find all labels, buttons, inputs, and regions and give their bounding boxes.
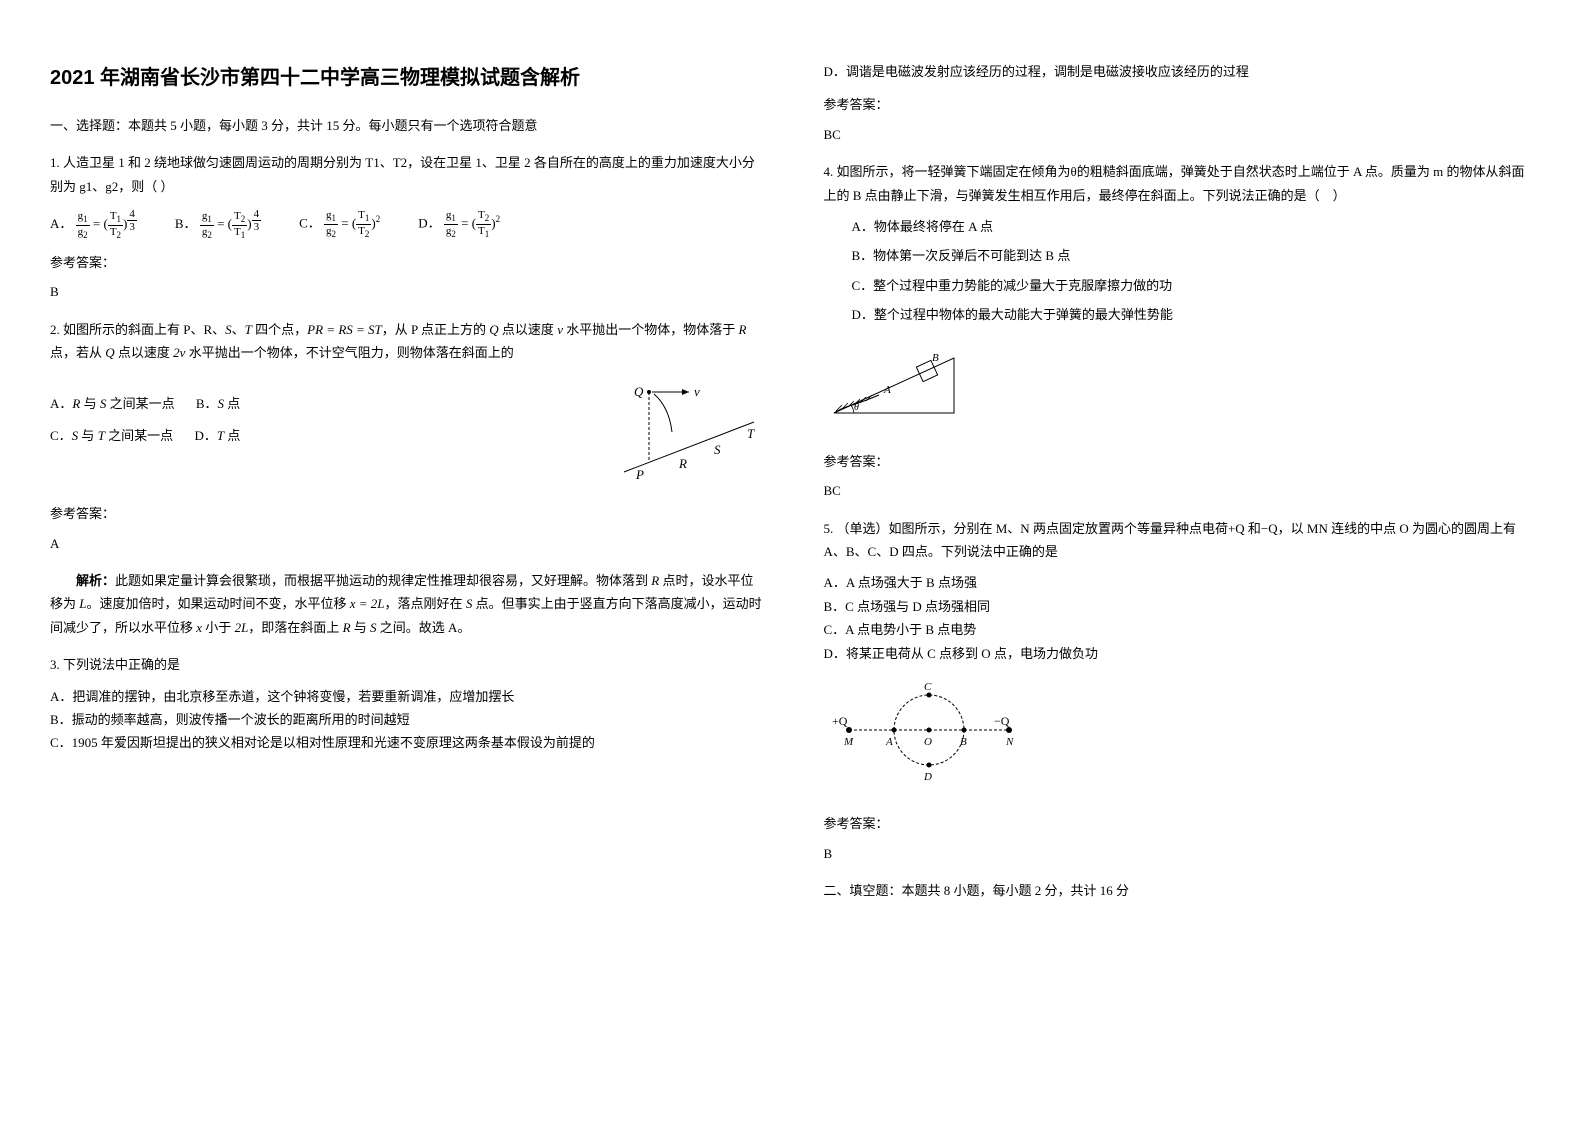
question-4: 4. 如图所示，将一轻弹簧下端固定在倾角为θ的粗糙斜面底端，弹簧处于自然状态时上…	[824, 160, 1538, 503]
q4-optD: D．整个过程中物体的最大动能大于弹簧的最大弹性势能	[852, 303, 1538, 326]
section1-header: 一、选择题：本题共 5 小题，每小题 3 分，共计 15 分。每小题只有一个选项…	[50, 114, 764, 137]
q5-text: 5. （单选）如图所示，分别在 M、N 两点固定放置两个等量异种点电荷+Q 和−…	[824, 517, 1538, 564]
q4-diagram: A B θ	[824, 343, 964, 423]
q2-explain-label: 解析：	[76, 573, 115, 588]
svg-text:−Q: −Q	[994, 714, 1010, 728]
svg-text:S: S	[714, 442, 721, 457]
q1-optC: C． g1g2 = (T1T2)2	[299, 209, 380, 240]
q3-answer: BC	[824, 123, 1538, 146]
svg-text:A: A	[883, 384, 891, 396]
q2-row2: C．S 与 T 之间某一点 D．T 点	[50, 424, 614, 447]
q2-options-left: A．R 与 S 之间某一点 B．S 点 C．S 与 T 之间某一点 D．T 点	[50, 372, 614, 461]
q2-options-wrap: A．R 与 S 之间某一点 B．S 点 C．S 与 T 之间某一点 D．T 点 …	[50, 372, 764, 492]
q3-optD: D．调谐是电磁波发射应该经历的过程，调制是电磁波接收应该经历的过程	[824, 60, 1538, 83]
svg-text:B: B	[932, 352, 939, 364]
svg-text:M: M	[843, 736, 854, 748]
q1-optD-prefix: D．	[418, 215, 440, 230]
q3-optA: A．把调准的摆钟，由北京移至赤道，这个钟将变慢，若要重新调准，应增加摆长	[50, 685, 764, 708]
q2-optA: A．R 与 S 之间某一点	[50, 392, 175, 415]
q4-answer: BC	[824, 479, 1538, 502]
question-1: 1. 人造卫星 1 和 2 绕地球做匀速圆周运动的周期分别为 T1、T2，设在卫…	[50, 151, 764, 303]
svg-text:D: D	[923, 771, 932, 783]
q2-answer: A	[50, 532, 764, 555]
left-column: 2021 年湖南省长沙市第四十二中学高三物理模拟试题含解析 一、选择题：本题共 …	[0, 0, 794, 1122]
svg-text:+Q: +Q	[832, 714, 848, 728]
svg-text:R: R	[678, 456, 687, 471]
svg-text:B: B	[960, 736, 967, 748]
right-column: D．调谐是电磁波发射应该经历的过程，调制是电磁波接收应该经历的过程 参考答案： …	[794, 0, 1587, 1122]
q1-optB-prefix: B．	[175, 216, 197, 231]
q3-text: 3. 下列说法中正确的是	[50, 653, 764, 676]
svg-text:C: C	[924, 681, 932, 693]
q3-optB: B．振动的频率越高，则波传播一个波长的距离所用的时间越短	[50, 708, 764, 731]
q2-row1: A．R 与 S 之间某一点 B．S 点	[50, 392, 614, 415]
question-5: 5. （单选）如图所示，分别在 M、N 两点固定放置两个等量异种点电荷+Q 和−…	[824, 517, 1538, 866]
q1-optA: A． g1g2 = (T1T2)43	[50, 208, 137, 241]
question-2: 2. 如图所示的斜面上有 P、R、S、T 四个点，PR = RS = ST，从 …	[50, 318, 764, 640]
q1-optA-prefix: A．	[50, 216, 72, 231]
svg-text:T: T	[747, 426, 755, 441]
q1-options: A． g1g2 = (T1T2)43 B． g1g2 = (T2T1)43 C．…	[50, 208, 764, 241]
q2-diagram: Q v P R S T	[614, 382, 764, 482]
q5-optB: B．C 点场强与 D 点场强相同	[824, 595, 1538, 618]
q5-answer: B	[824, 842, 1538, 865]
q4-optB: B．物体第一次反弹后不可能到达 B 点	[852, 244, 1538, 267]
q2-optB: B．S 点	[196, 392, 240, 415]
question-3: 3. 下列说法中正确的是 A．把调准的摆钟，由北京移至赤道，这个钟将变慢，若要重…	[50, 653, 764, 755]
q5-optA: A．A 点场强大于 B 点场强	[824, 571, 1538, 594]
svg-text:Q: Q	[634, 384, 644, 399]
svg-text:θ: θ	[854, 402, 859, 413]
q4-answer-label: 参考答案：	[824, 450, 1538, 473]
q1-text: 1. 人造卫星 1 和 2 绕地球做匀速圆周运动的周期分别为 T1、T2，设在卫…	[50, 151, 764, 198]
q1-optC-prefix: C．	[299, 215, 321, 230]
q1-optD: D． g1g2 = (T2T1)2	[418, 209, 500, 240]
q3-answer-label: 参考答案：	[824, 93, 1538, 116]
q1-answer: B	[50, 280, 764, 303]
q5-optD: D．将某正电荷从 C 点移到 O 点，电场力做负功	[824, 642, 1538, 665]
q1-answer-label: 参考答案：	[50, 251, 764, 274]
q5-optC: C．A 点电势小于 B 点电势	[824, 618, 1538, 641]
q5-answer-label: 参考答案：	[824, 812, 1538, 835]
q2-answer-label: 参考答案：	[50, 502, 764, 525]
q4-optC: C．整个过程中重力势能的减少量大于克服摩擦力做的功	[852, 274, 1538, 297]
svg-text:P: P	[635, 467, 644, 482]
svg-text:N: N	[1005, 736, 1014, 748]
svg-text:A: A	[885, 736, 893, 748]
q5-diagram: +Q −Q M N A B O C D	[824, 675, 1034, 785]
q2-optD: D．T 点	[194, 424, 240, 447]
q2-text: 2. 如图所示的斜面上有 P、R、S、T 四个点，PR = RS = ST，从 …	[50, 318, 764, 365]
svg-text:O: O	[924, 736, 932, 748]
q3-optC: C．1905 年爱因斯坦提出的狭义相对论是以相对性原理和光速不变原理这两条基本假…	[50, 731, 764, 754]
section2-header: 二、填空题：本题共 8 小题，每小题 2 分，共计 16 分	[824, 879, 1538, 902]
question-3-cont: D．调谐是电磁波发射应该经历的过程，调制是电磁波接收应该经历的过程 参考答案： …	[824, 60, 1538, 146]
svg-text:v: v	[694, 384, 700, 399]
q4-text: 4. 如图所示，将一轻弹簧下端固定在倾角为θ的粗糙斜面底端，弹簧处于自然状态时上…	[824, 160, 1538, 207]
q1-optB: B． g1g2 = (T2T1)43	[175, 208, 261, 241]
q2-optC: C．S 与 T 之间某一点	[50, 424, 173, 447]
document-title: 2021 年湖南省长沙市第四十二中学高三物理模拟试题含解析	[50, 60, 764, 96]
q2-explanation: 解析：此题如果定量计算会很繁琐，而根据平抛运动的规律定性推理却很容易，又好理解。…	[50, 569, 764, 639]
q4-optA: A．物体最终将停在 A 点	[852, 215, 1538, 238]
